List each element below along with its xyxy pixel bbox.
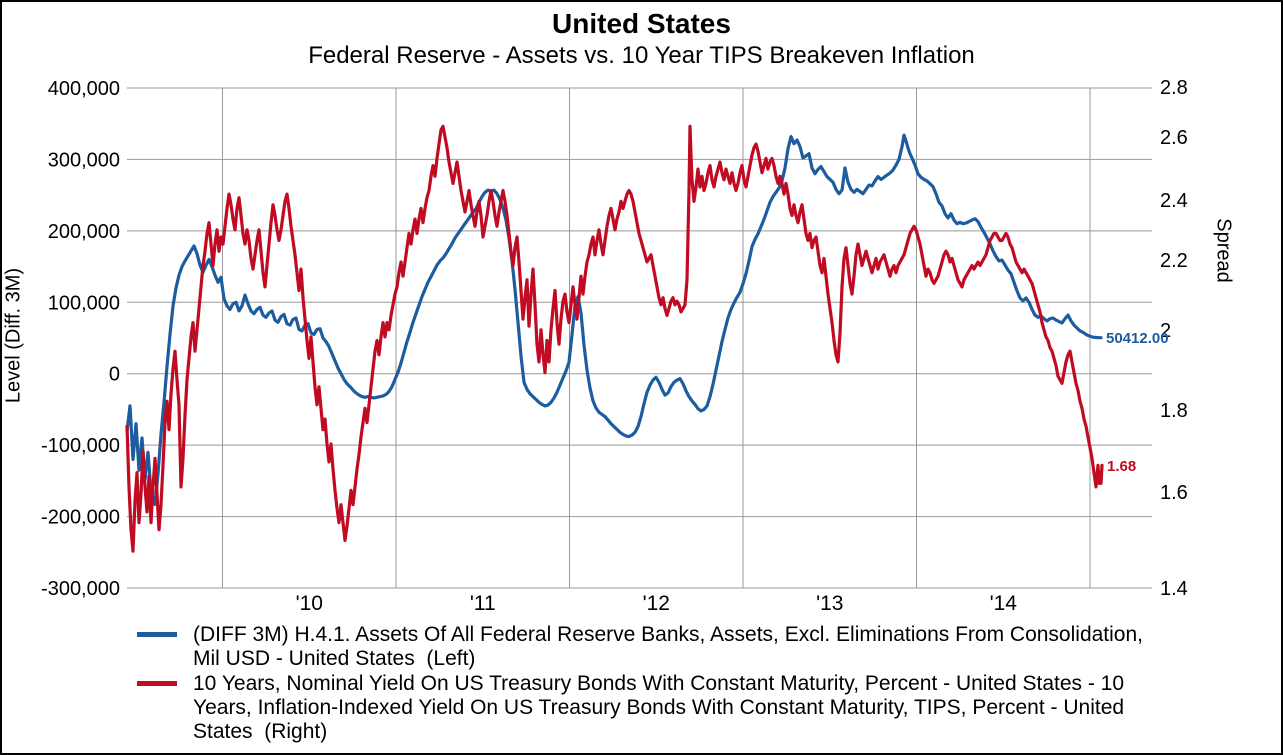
right-axis-tick-label: 1.4 xyxy=(1160,578,1188,600)
left-axis-tick-label: 300,000 xyxy=(48,149,120,171)
legend-label-assets: (DIFF 3M) H.4.1. Assets Of All Federal R… xyxy=(193,623,1149,670)
x-axis-tick-label: '12 xyxy=(643,592,670,615)
legend: (DIFF 3M) H.4.1. Assets Of All Federal R… xyxy=(137,623,1177,745)
end-value-label-breakeven: 1.68 xyxy=(1107,458,1136,475)
series-line-tips-breakeven xyxy=(125,124,1104,553)
left-axis-tick-label: -100,000 xyxy=(41,435,120,457)
legend-marker-red-line xyxy=(137,681,177,686)
x-axis-tick-label: '11 xyxy=(470,592,496,615)
left-axis-tick-label: 200,000 xyxy=(48,221,120,243)
legend-label-breakeven: 10 Years, Nominal Yield On US Treasury B… xyxy=(193,672,1130,743)
left-axis-tick-label: 0 xyxy=(109,364,120,386)
x-axis-tick-label: '14 xyxy=(990,592,1018,615)
right-axis-tick-label: 2.6 xyxy=(1160,127,1188,149)
right-axis-tick-label: 2 xyxy=(1160,320,1171,342)
chart-title: United States xyxy=(552,8,731,39)
right-axis-tick-label: 2.2 xyxy=(1160,250,1188,272)
legend-marker-blue-line xyxy=(137,632,177,637)
right-axis-tick-label: 2.4 xyxy=(1160,190,1188,212)
right-axis-tick-label: 1.6 xyxy=(1160,482,1188,504)
left-axis-tick-label: 100,000 xyxy=(48,292,120,314)
left-axis-tick-label: -300,000 xyxy=(41,578,120,600)
end-value-label-assets: 50412.00 xyxy=(1106,330,1169,347)
right-axis-title: Spread xyxy=(1212,218,1235,283)
left-axis-title: Level (Diff. 3M) xyxy=(2,267,25,404)
x-axis-tick-label: '13 xyxy=(816,592,843,615)
legend-entry-assets: (DIFF 3M) H.4.1. Assets Of All Federal R… xyxy=(137,623,1177,671)
left-axis-tick-label: 400,000 xyxy=(48,78,120,100)
x-axis-tick-label: '10 xyxy=(296,592,323,615)
right-axis-tick-label: 2.8 xyxy=(1160,77,1188,99)
right-axis-tick-label: 1.8 xyxy=(1160,400,1188,422)
left-axis-tick-label: -200,000 xyxy=(41,507,120,529)
series-line-fed-assets xyxy=(125,133,1103,506)
chart-subtitle: Federal Reserve - Assets vs. 10 Year TIP… xyxy=(308,42,975,69)
legend-entry-breakeven: 10 Years, Nominal Yield On US Treasury B… xyxy=(137,672,1177,744)
